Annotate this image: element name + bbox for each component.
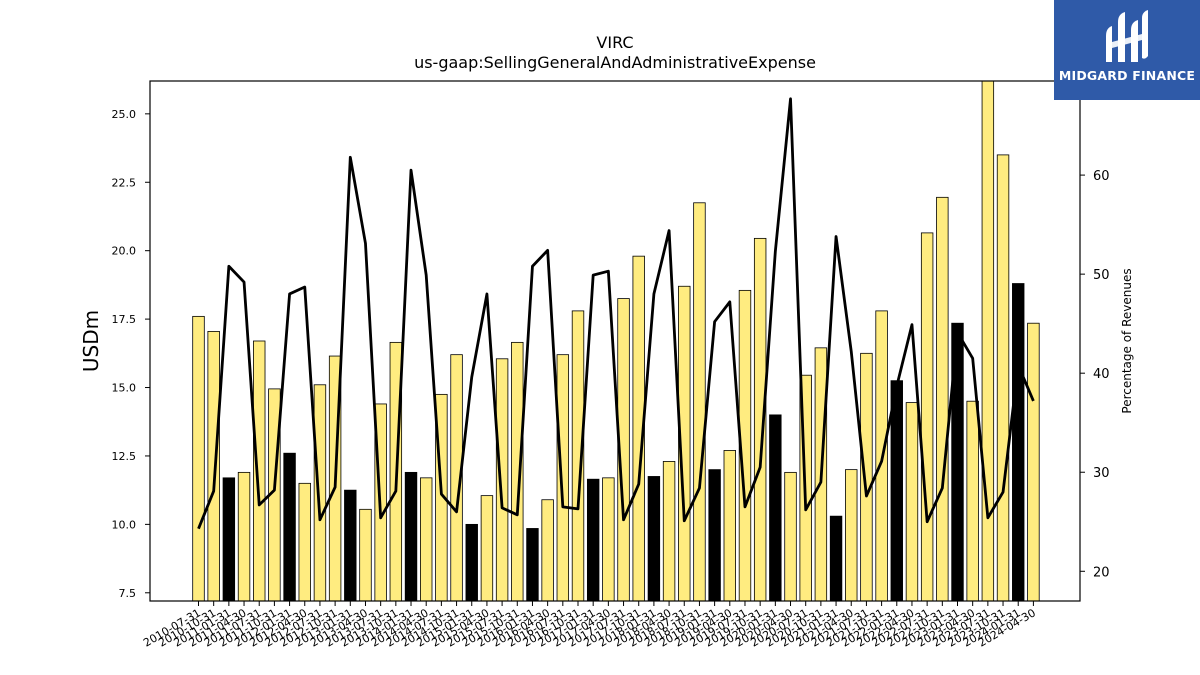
bar bbox=[920, 232, 934, 602]
bar bbox=[996, 154, 1010, 602]
bar bbox=[693, 202, 706, 602]
y2-tick-label: 30 bbox=[1093, 466, 1110, 481]
y-tick-label: 15.0 bbox=[112, 382, 137, 395]
y2-tick-label: 40 bbox=[1093, 367, 1110, 382]
chart-subtitle: us-gaap:SellingGeneralAndAdministrativeE… bbox=[414, 53, 816, 72]
bar bbox=[526, 528, 539, 602]
bar bbox=[708, 469, 721, 602]
bar bbox=[404, 471, 418, 602]
bar bbox=[981, 80, 995, 602]
y-tick-label: 17.5 bbox=[112, 313, 137, 326]
x-axis: 2010-07-312010-10-312011-01-312011-04-30… bbox=[141, 601, 1038, 650]
bar bbox=[829, 515, 843, 602]
bar bbox=[966, 400, 979, 602]
bar bbox=[344, 489, 357, 602]
bar bbox=[860, 352, 873, 602]
y-tick-label: 22.5 bbox=[112, 176, 137, 189]
y-tick-label: 10.0 bbox=[112, 518, 137, 531]
bar bbox=[936, 196, 949, 602]
bar bbox=[465, 523, 478, 602]
y-axis-label: USDm bbox=[79, 310, 103, 372]
bar bbox=[1027, 322, 1040, 602]
y-tick-label: 12.5 bbox=[112, 450, 137, 463]
midgard-logo-icon bbox=[1106, 10, 1148, 62]
bar bbox=[207, 331, 220, 602]
bar bbox=[283, 452, 296, 602]
bar bbox=[480, 495, 494, 602]
bar bbox=[845, 469, 858, 602]
bar bbox=[647, 476, 661, 602]
bar bbox=[511, 341, 524, 602]
y-tick-label: 20.0 bbox=[112, 245, 137, 258]
chart-title: VIRC bbox=[596, 33, 634, 52]
y-axis-right: 20 30 40 50 60 bbox=[1080, 169, 1110, 580]
bar bbox=[222, 477, 236, 602]
logo-text: MIDGARD FINANCE bbox=[1058, 68, 1196, 83]
bar bbox=[253, 340, 266, 602]
bar bbox=[556, 354, 570, 602]
y2-tick-label: 60 bbox=[1093, 169, 1110, 184]
plot-frame bbox=[149, 80, 1081, 602]
bar bbox=[784, 471, 797, 602]
bar bbox=[905, 402, 919, 602]
percentage-line bbox=[197, 97, 1035, 530]
bar bbox=[662, 461, 676, 602]
bar bbox=[602, 477, 615, 602]
y2-tick-label: 20 bbox=[1093, 565, 1110, 580]
brand-logo: MIDGARD FINANCE bbox=[1054, 0, 1200, 100]
bar bbox=[359, 508, 372, 602]
bar bbox=[1012, 283, 1025, 602]
bar bbox=[313, 384, 327, 602]
bar bbox=[419, 477, 433, 602]
bar bbox=[769, 414, 782, 602]
y-axis-left: 7.5 10.0 12.5 15.0 17.5 20.0 22.5 25.0 bbox=[112, 108, 150, 600]
bar bbox=[541, 499, 554, 602]
bar bbox=[495, 358, 509, 602]
bar bbox=[890, 380, 903, 602]
bar bbox=[723, 450, 737, 602]
y-tick-label: 7.5 bbox=[119, 587, 137, 600]
bar bbox=[586, 478, 600, 602]
bar bbox=[298, 482, 311, 602]
y-tick-label: 25.0 bbox=[112, 108, 137, 121]
y2-axis-label: Percentage of Revenues bbox=[1120, 268, 1134, 413]
y2-tick-label: 50 bbox=[1093, 268, 1110, 283]
bar bbox=[192, 315, 205, 602]
bar bbox=[237, 471, 251, 602]
